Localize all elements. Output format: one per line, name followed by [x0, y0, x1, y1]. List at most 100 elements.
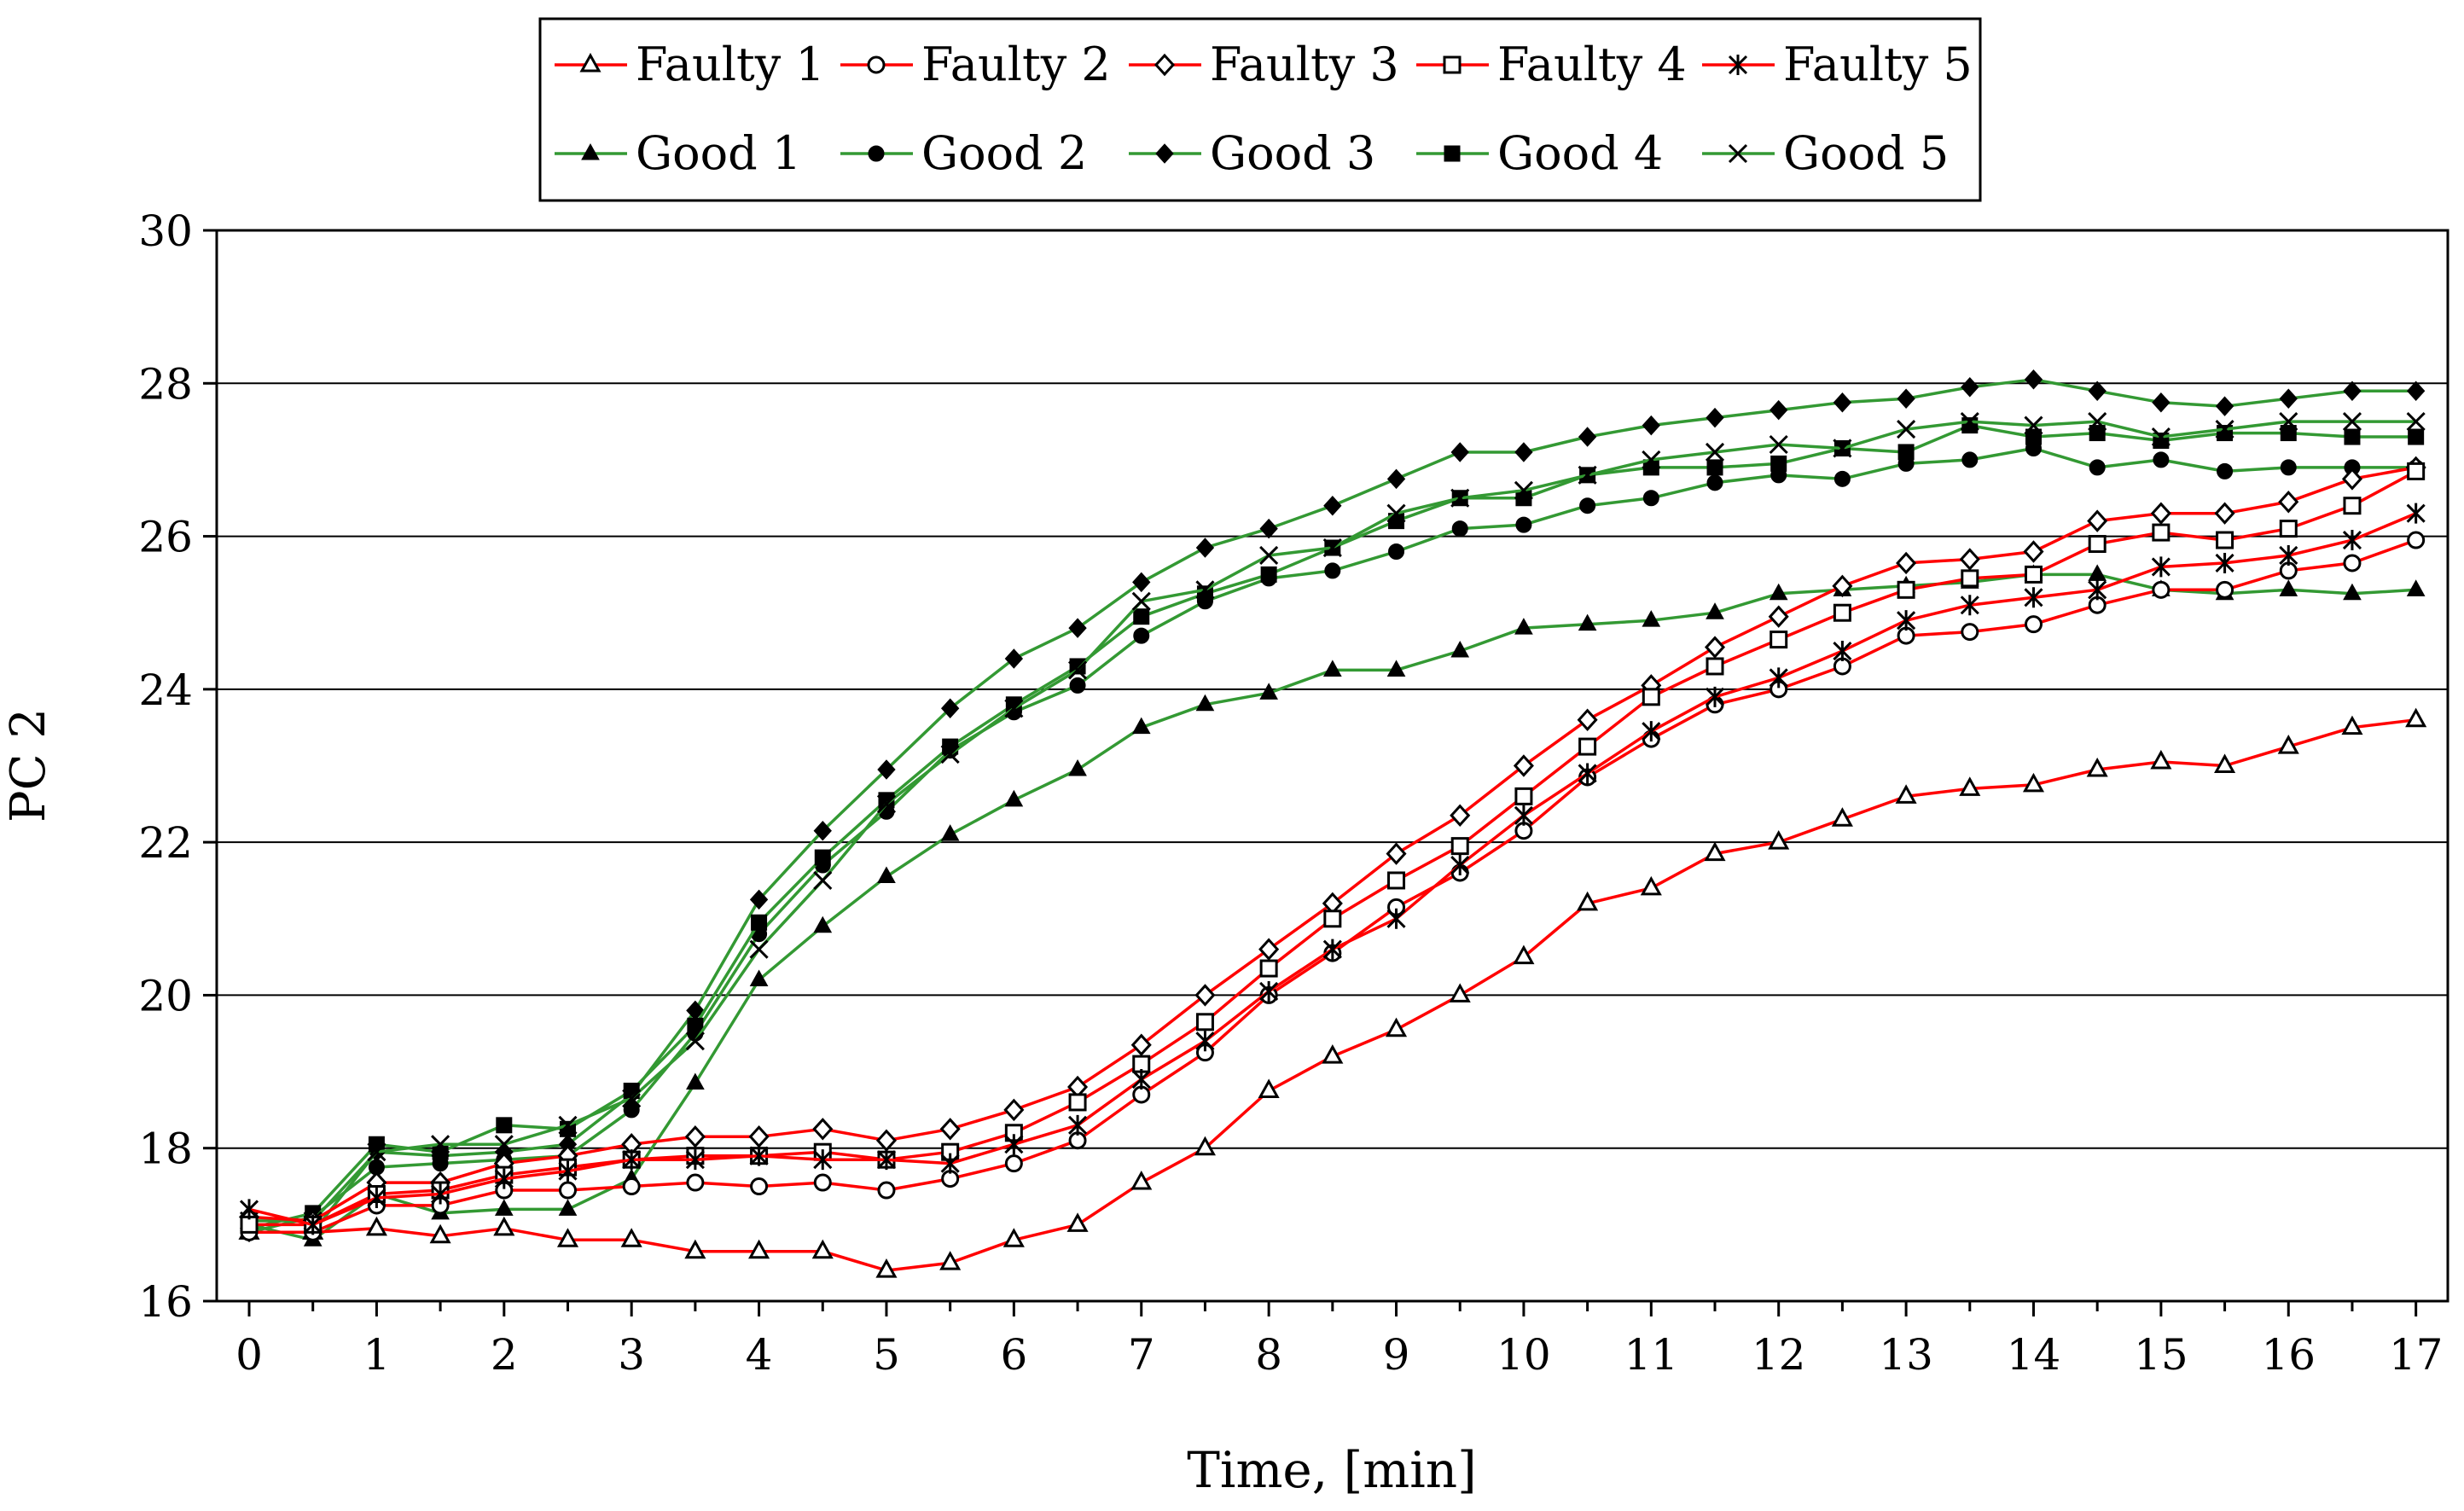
data-point [1769, 667, 1788, 689]
data-point [1004, 648, 1024, 669]
y-tick-label: 28 [138, 359, 193, 409]
data-point [1642, 490, 1659, 507]
data-point [1259, 518, 1278, 539]
data-point [1258, 1078, 1280, 1098]
data-point [1068, 758, 1087, 776]
data-point [239, 1199, 259, 1220]
data-point [1768, 830, 1790, 850]
data-point [1640, 875, 1662, 896]
data-point [1324, 562, 1341, 579]
data-point [2341, 715, 2363, 735]
data-point [1706, 602, 1724, 619]
y-tick-label: 16 [138, 1277, 193, 1327]
data-point [1961, 377, 1979, 398]
data-point [1960, 595, 1979, 616]
y-tick-label: 30 [138, 206, 193, 256]
data-point [2024, 587, 2043, 608]
legend-entries: Faulty 1 Faulty 2 Faulty 3 Faulty 4 Faulty 5… [555, 38, 1973, 180]
data-point [496, 1117, 513, 1134]
data-point [1004, 789, 1024, 807]
data-point [749, 889, 769, 910]
legend-marker [1728, 55, 1748, 75]
data-point [2407, 531, 2426, 549]
data-point [2406, 579, 2426, 596]
data-point [1322, 939, 1342, 960]
data-point [685, 1032, 705, 1051]
data-point [2343, 497, 2362, 515]
data-point [748, 1239, 770, 1259]
data-point [1450, 442, 1469, 462]
data-point [1004, 1134, 1024, 1155]
x-tick-label: 9 [1383, 1330, 1410, 1380]
data-point [1387, 871, 1406, 890]
legend: Faulty 1 Faulty 2 Faulty 3 Faulty 4 Faulty 5… [538, 17, 1982, 202]
data-point [494, 1168, 514, 1189]
x-tick-label: 2 [491, 1330, 518, 1380]
legend-item-good-3: Good 3 [1129, 126, 1375, 180]
data-point [2088, 579, 2107, 601]
legend-item-good-1: Good 1 [555, 126, 801, 180]
data-point [367, 1187, 386, 1208]
data-point [1131, 591, 1151, 611]
data-point [2344, 428, 2361, 445]
data-point [2406, 412, 2426, 432]
x-tick-label: 10 [1496, 1330, 1551, 1380]
data-point [1131, 1069, 1151, 1090]
data-point [2088, 412, 2107, 432]
x-tick-label: 16 [2261, 1330, 2316, 1380]
data-point [1960, 412, 1979, 432]
data-point [1004, 699, 1024, 718]
data-point [2151, 427, 2171, 447]
data-point [2215, 420, 2234, 439]
data-point [2150, 502, 2171, 525]
plot-area-frame [215, 229, 2449, 1303]
data-point [2024, 615, 2043, 634]
data-point [2214, 753, 2236, 773]
data-point [1959, 776, 1981, 796]
data-point [1194, 984, 1216, 1007]
series-good-2 [241, 439, 2425, 1241]
data-point [303, 1214, 323, 1235]
data-point [1961, 451, 1979, 468]
data-point [1770, 631, 1788, 649]
data-point [1897, 580, 1915, 599]
data-point [813, 1173, 832, 1192]
series-faulty-1 [238, 707, 2427, 1278]
data-point [1514, 787, 1533, 805]
data-point [1450, 804, 1471, 827]
data-point [1386, 842, 1407, 865]
x-tick-label: 7 [1128, 1330, 1155, 1380]
data-point [2086, 757, 2108, 777]
legend-item-good-4: Good 4 [1416, 126, 1663, 180]
data-point [2089, 459, 2106, 476]
data-point [2342, 412, 2362, 432]
data-point [1195, 580, 1215, 600]
data-point [1450, 641, 1470, 658]
legend-marker [1444, 145, 1461, 162]
data-point [2408, 428, 2425, 445]
x-tick-label: 1 [363, 1330, 391, 1380]
legend-label: Faulty 4 [1497, 38, 1687, 91]
data-point [1195, 694, 1215, 712]
data-point [431, 1135, 450, 1154]
y-axis-label: PC 2 [1, 708, 56, 822]
data-point [365, 1216, 387, 1236]
data-point [1577, 708, 1598, 731]
data-point [2150, 749, 2172, 770]
data-point [1195, 538, 1215, 558]
legend-label: Faulty 2 [921, 38, 1111, 91]
legend-item-faulty-5: Faulty 5 [1702, 38, 1973, 91]
legend-marker [867, 55, 886, 74]
data-point [1194, 1136, 1216, 1156]
y-tick-label: 18 [138, 1125, 193, 1174]
data-point [2279, 412, 2298, 432]
data-point [1706, 474, 1723, 491]
data-point [1195, 1013, 1214, 1032]
legend-marker [579, 52, 601, 73]
x-axis-label: Time, [min] [1187, 1441, 1477, 1499]
data-point [1770, 399, 1788, 421]
data-point [2025, 428, 2042, 445]
data-point [940, 698, 960, 719]
data-point [2216, 531, 2234, 549]
data-point [2152, 392, 2171, 413]
